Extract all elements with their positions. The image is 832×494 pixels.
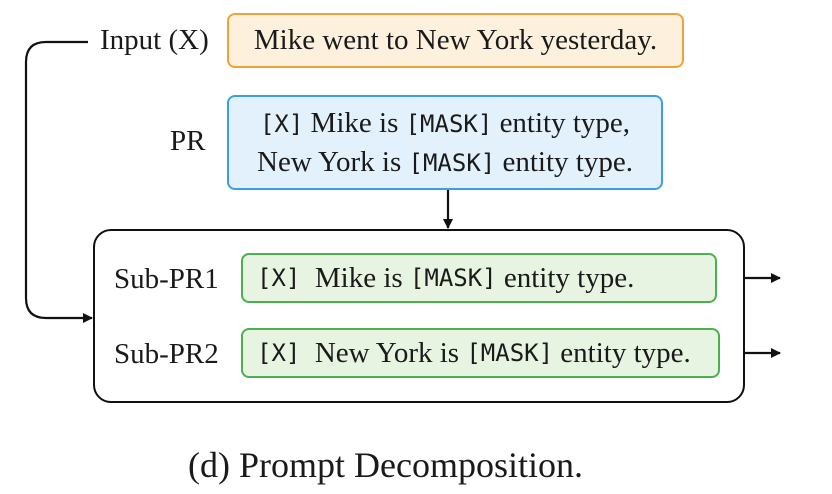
x-token: [X] (257, 264, 301, 292)
sub-pr1-label: Sub-PR1 (114, 263, 219, 295)
input-text: Mike went to New York yesterday. (253, 24, 658, 56)
input-to-container-arrow (24, 40, 93, 323)
sub-pr2-text: New York is (300, 336, 467, 369)
sub-pr1-text: Mike is (300, 261, 410, 294)
input-box: Mike went to New York yesterday. (227, 13, 684, 68)
sub-pr1-box: [X] Mike is [MASK] entity type. (241, 253, 717, 303)
pr-line-1: [X] Mike is [MASK] entity type, (260, 104, 630, 143)
pr-line-2-text: New York is (257, 145, 409, 178)
sub-pr2-label: Sub-PR2 (114, 338, 219, 370)
mask-token: [MASK] (405, 109, 493, 138)
pr-label: PR (170, 125, 206, 157)
pr-line-2: New York is [MASK] entity type. (257, 143, 633, 182)
figure-caption: (d) Prompt Decomposition. (188, 445, 583, 485)
sub-pr2-suffix: entity type. (553, 336, 691, 369)
mask-token: [MASK] (466, 339, 554, 367)
x-token: [X] (259, 109, 304, 138)
pr-line-1-suffix: entity type, (492, 106, 631, 139)
pr-box: [X] Mike is [MASK] entity type, New York… (227, 95, 663, 190)
mask-token: [MASK] (409, 264, 497, 292)
sub-pr1-suffix: entity type. (496, 261, 635, 294)
input-label: Input (X) (100, 24, 209, 56)
x-token: [X] (257, 339, 301, 367)
pr-line-1-text: Mike is (303, 106, 406, 139)
mask-token: [MASK] (408, 148, 496, 177)
sub-pr2-box: [X] New York is [MASK] entity type. (241, 328, 720, 378)
pr-line-2-suffix: entity type. (495, 145, 633, 178)
